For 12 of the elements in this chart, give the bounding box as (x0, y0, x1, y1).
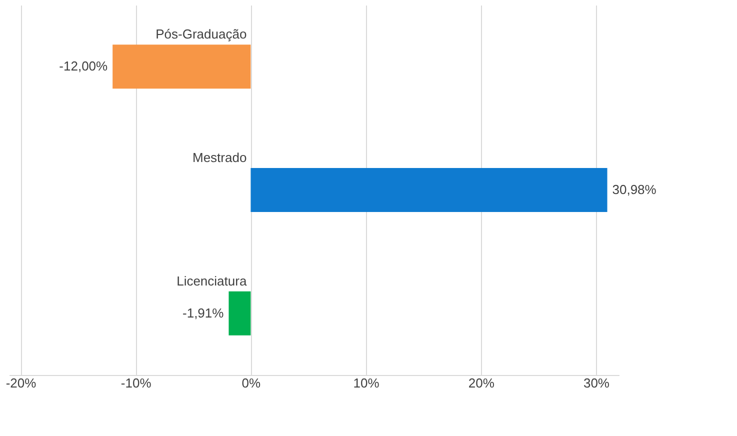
data-label: -1,91% (182, 305, 224, 320)
data-label: -12,00% (59, 58, 108, 74)
x-tick-label: 0% (242, 376, 262, 390)
x-tick-label: 10% (353, 376, 380, 390)
x-tick-label: 30% (583, 376, 610, 390)
y-tick-label: Pós-Graduação (156, 26, 247, 42)
x-tick-label: -10% (120, 376, 152, 390)
x-tick-label: 20% (468, 376, 495, 390)
x-tick-label: -20% (6, 376, 37, 390)
data-label: 30,98% (612, 182, 657, 197)
y-tick-label: Licenciatura (176, 273, 248, 288)
y-tick-label: Mestrado (192, 150, 247, 165)
